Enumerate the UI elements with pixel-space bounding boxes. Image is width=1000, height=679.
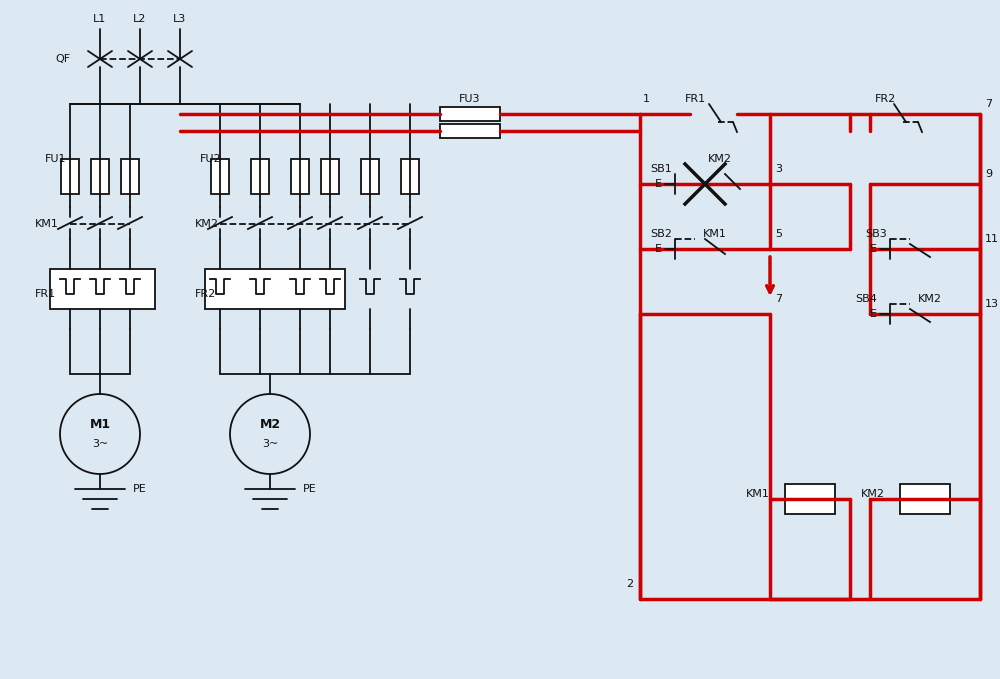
Text: KM2: KM2 [861, 489, 885, 499]
Text: M1: M1 [89, 418, 111, 430]
Bar [900, 484, 950, 514]
Text: 1: 1 [643, 94, 650, 104]
Text: 11: 11 [985, 234, 999, 244]
Text: E: E [870, 309, 877, 319]
Text: SB4: SB4 [855, 294, 877, 304]
Bar [205, 269, 345, 309]
Bar [291, 159, 309, 194]
Text: KM2: KM2 [195, 219, 219, 229]
Text: KM1: KM1 [746, 489, 770, 499]
Bar [401, 159, 419, 194]
Text: PE: PE [133, 484, 147, 494]
Bar [785, 484, 835, 514]
Text: L2: L2 [133, 14, 147, 24]
Text: L3: L3 [173, 14, 187, 24]
Text: PE: PE [303, 484, 317, 494]
Text: FU2: FU2 [200, 154, 222, 164]
Text: KM2: KM2 [918, 294, 942, 304]
Text: 7: 7 [985, 99, 992, 109]
Bar [251, 159, 269, 194]
Text: 7: 7 [775, 294, 782, 304]
Text: SB2: SB2 [650, 229, 672, 239]
Bar [211, 159, 229, 194]
Text: M2: M2 [259, 418, 281, 430]
Bar [321, 159, 339, 194]
Text: SB3: SB3 [865, 229, 887, 239]
Bar [61, 159, 79, 194]
Bar [50, 269, 155, 309]
Text: FR2: FR2 [195, 289, 216, 299]
Text: KM2: KM2 [708, 154, 732, 164]
Text: 5: 5 [775, 229, 782, 239]
Text: FR1: FR1 [35, 289, 56, 299]
Text: 9: 9 [985, 169, 992, 179]
Text: KM1: KM1 [703, 229, 727, 239]
Text: 13: 13 [985, 299, 999, 309]
Text: FU1: FU1 [45, 154, 66, 164]
Bar [361, 159, 379, 194]
Bar [121, 159, 139, 194]
Text: E: E [870, 244, 877, 254]
Text: 2: 2 [626, 579, 634, 589]
Bar [440, 107, 500, 121]
Text: E: E [655, 244, 662, 254]
Text: 3: 3 [775, 164, 782, 174]
Text: 3~: 3~ [92, 439, 108, 449]
Text: KM1: KM1 [35, 219, 59, 229]
Bar [440, 124, 500, 138]
Text: FR2: FR2 [874, 94, 896, 104]
Text: FU3: FU3 [459, 94, 481, 104]
Text: FR1: FR1 [684, 94, 706, 104]
Text: 3~: 3~ [262, 439, 278, 449]
Text: SB1: SB1 [650, 164, 672, 174]
Bar [91, 159, 109, 194]
Text: QF: QF [55, 54, 70, 64]
Text: E: E [655, 179, 662, 189]
Text: L1: L1 [93, 14, 107, 24]
